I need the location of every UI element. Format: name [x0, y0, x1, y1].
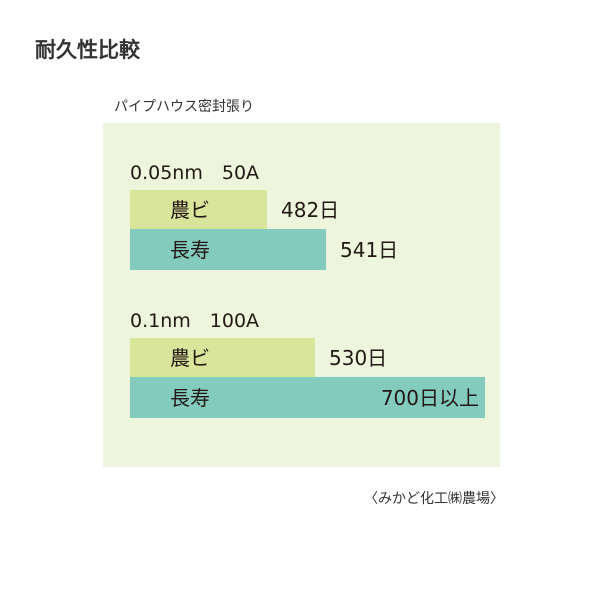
group-label: 0.1nm 100A — [130, 310, 260, 332]
bar-label: 長寿 — [170, 237, 210, 262]
source-note: 〈みかど化工㈱農場〉 — [364, 491, 504, 507]
bar-nobi — [130, 190, 267, 229]
bar-label: 農ビ — [170, 197, 210, 222]
page-title: 耐久性比較 — [35, 38, 140, 62]
group-label: 0.05nm 50A — [130, 162, 260, 184]
bar-label: 農ビ — [170, 345, 210, 370]
value-label: 541日 — [340, 237, 399, 262]
value-label: 530日 — [329, 345, 388, 370]
value-label: 482日 — [281, 197, 340, 222]
bar-choju — [130, 229, 326, 270]
bar-label: 長寿 — [170, 385, 210, 410]
value-label: 700日以上 — [380, 385, 479, 410]
chart-subtitle: パイプハウス密封張り — [114, 99, 254, 115]
bar-nobi — [130, 338, 315, 377]
bar-choju — [130, 377, 485, 418]
